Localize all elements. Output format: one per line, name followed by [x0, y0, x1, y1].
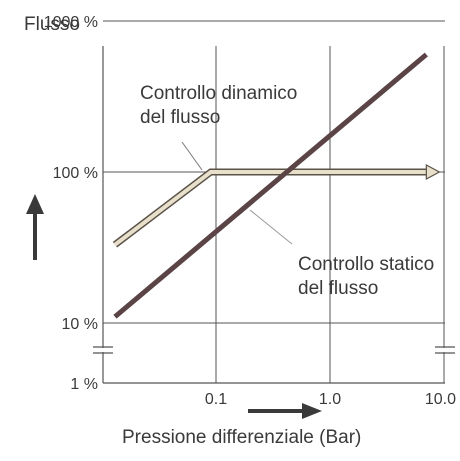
axes-frame: [102, 46, 445, 384]
axis-break-left: [93, 346, 113, 354]
x-tick-labels: 0.1 1.0 10.0: [205, 391, 456, 408]
x-tick-label: 10.0: [425, 391, 456, 408]
series-layer: Controllo dinamico del flusso Controllo st…: [112, 52, 441, 319]
y-tick-label: 1 %: [70, 376, 98, 393]
y-direction-arrow: [26, 194, 44, 260]
y-tick-label: 100 %: [53, 165, 98, 182]
series-static-line: [113, 52, 428, 319]
grid: [103, 20, 445, 383]
series-dynamic-line: [113, 170, 427, 247]
x-tick-label: 0.1: [205, 391, 227, 408]
x-tick-label: 1.0: [319, 391, 341, 408]
axis-break-right: [435, 346, 455, 354]
annotation-static: Controllo statico del flusso: [298, 254, 434, 299]
y-tick-label: 1000 %: [44, 14, 98, 31]
annotation-dynamic: Controllo dinamico del flusso: [140, 83, 297, 128]
y-tick-labels: 1 % 10 % 100 % 1000 %: [44, 14, 98, 393]
y-tick-label: 10 %: [62, 316, 98, 333]
annotation-leader-static: [249, 209, 293, 245]
annotation-leader-dynamic: [181, 141, 203, 171]
y-axis-title: Flusso: [24, 14, 80, 35]
series-dynamic-arrowhead: [425, 163, 441, 181]
x-direction-arrow: [248, 403, 322, 419]
x-axis-title: Pressione differenziale (Bar): [122, 427, 361, 448]
